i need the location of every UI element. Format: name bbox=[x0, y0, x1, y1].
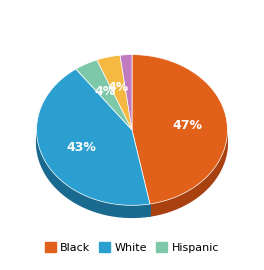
Ellipse shape bbox=[36, 67, 228, 217]
Legend: Black, White, Hispanic: Black, White, Hispanic bbox=[40, 238, 224, 258]
Polygon shape bbox=[132, 55, 228, 204]
Polygon shape bbox=[150, 134, 227, 216]
Polygon shape bbox=[76, 60, 132, 130]
Polygon shape bbox=[37, 134, 150, 217]
Text: 4%: 4% bbox=[108, 81, 129, 94]
Polygon shape bbox=[36, 69, 150, 205]
Text: 47%: 47% bbox=[172, 119, 202, 132]
Text: 4%: 4% bbox=[95, 85, 116, 98]
Text: 43%: 43% bbox=[66, 141, 96, 154]
Polygon shape bbox=[120, 55, 132, 130]
Polygon shape bbox=[97, 55, 132, 130]
